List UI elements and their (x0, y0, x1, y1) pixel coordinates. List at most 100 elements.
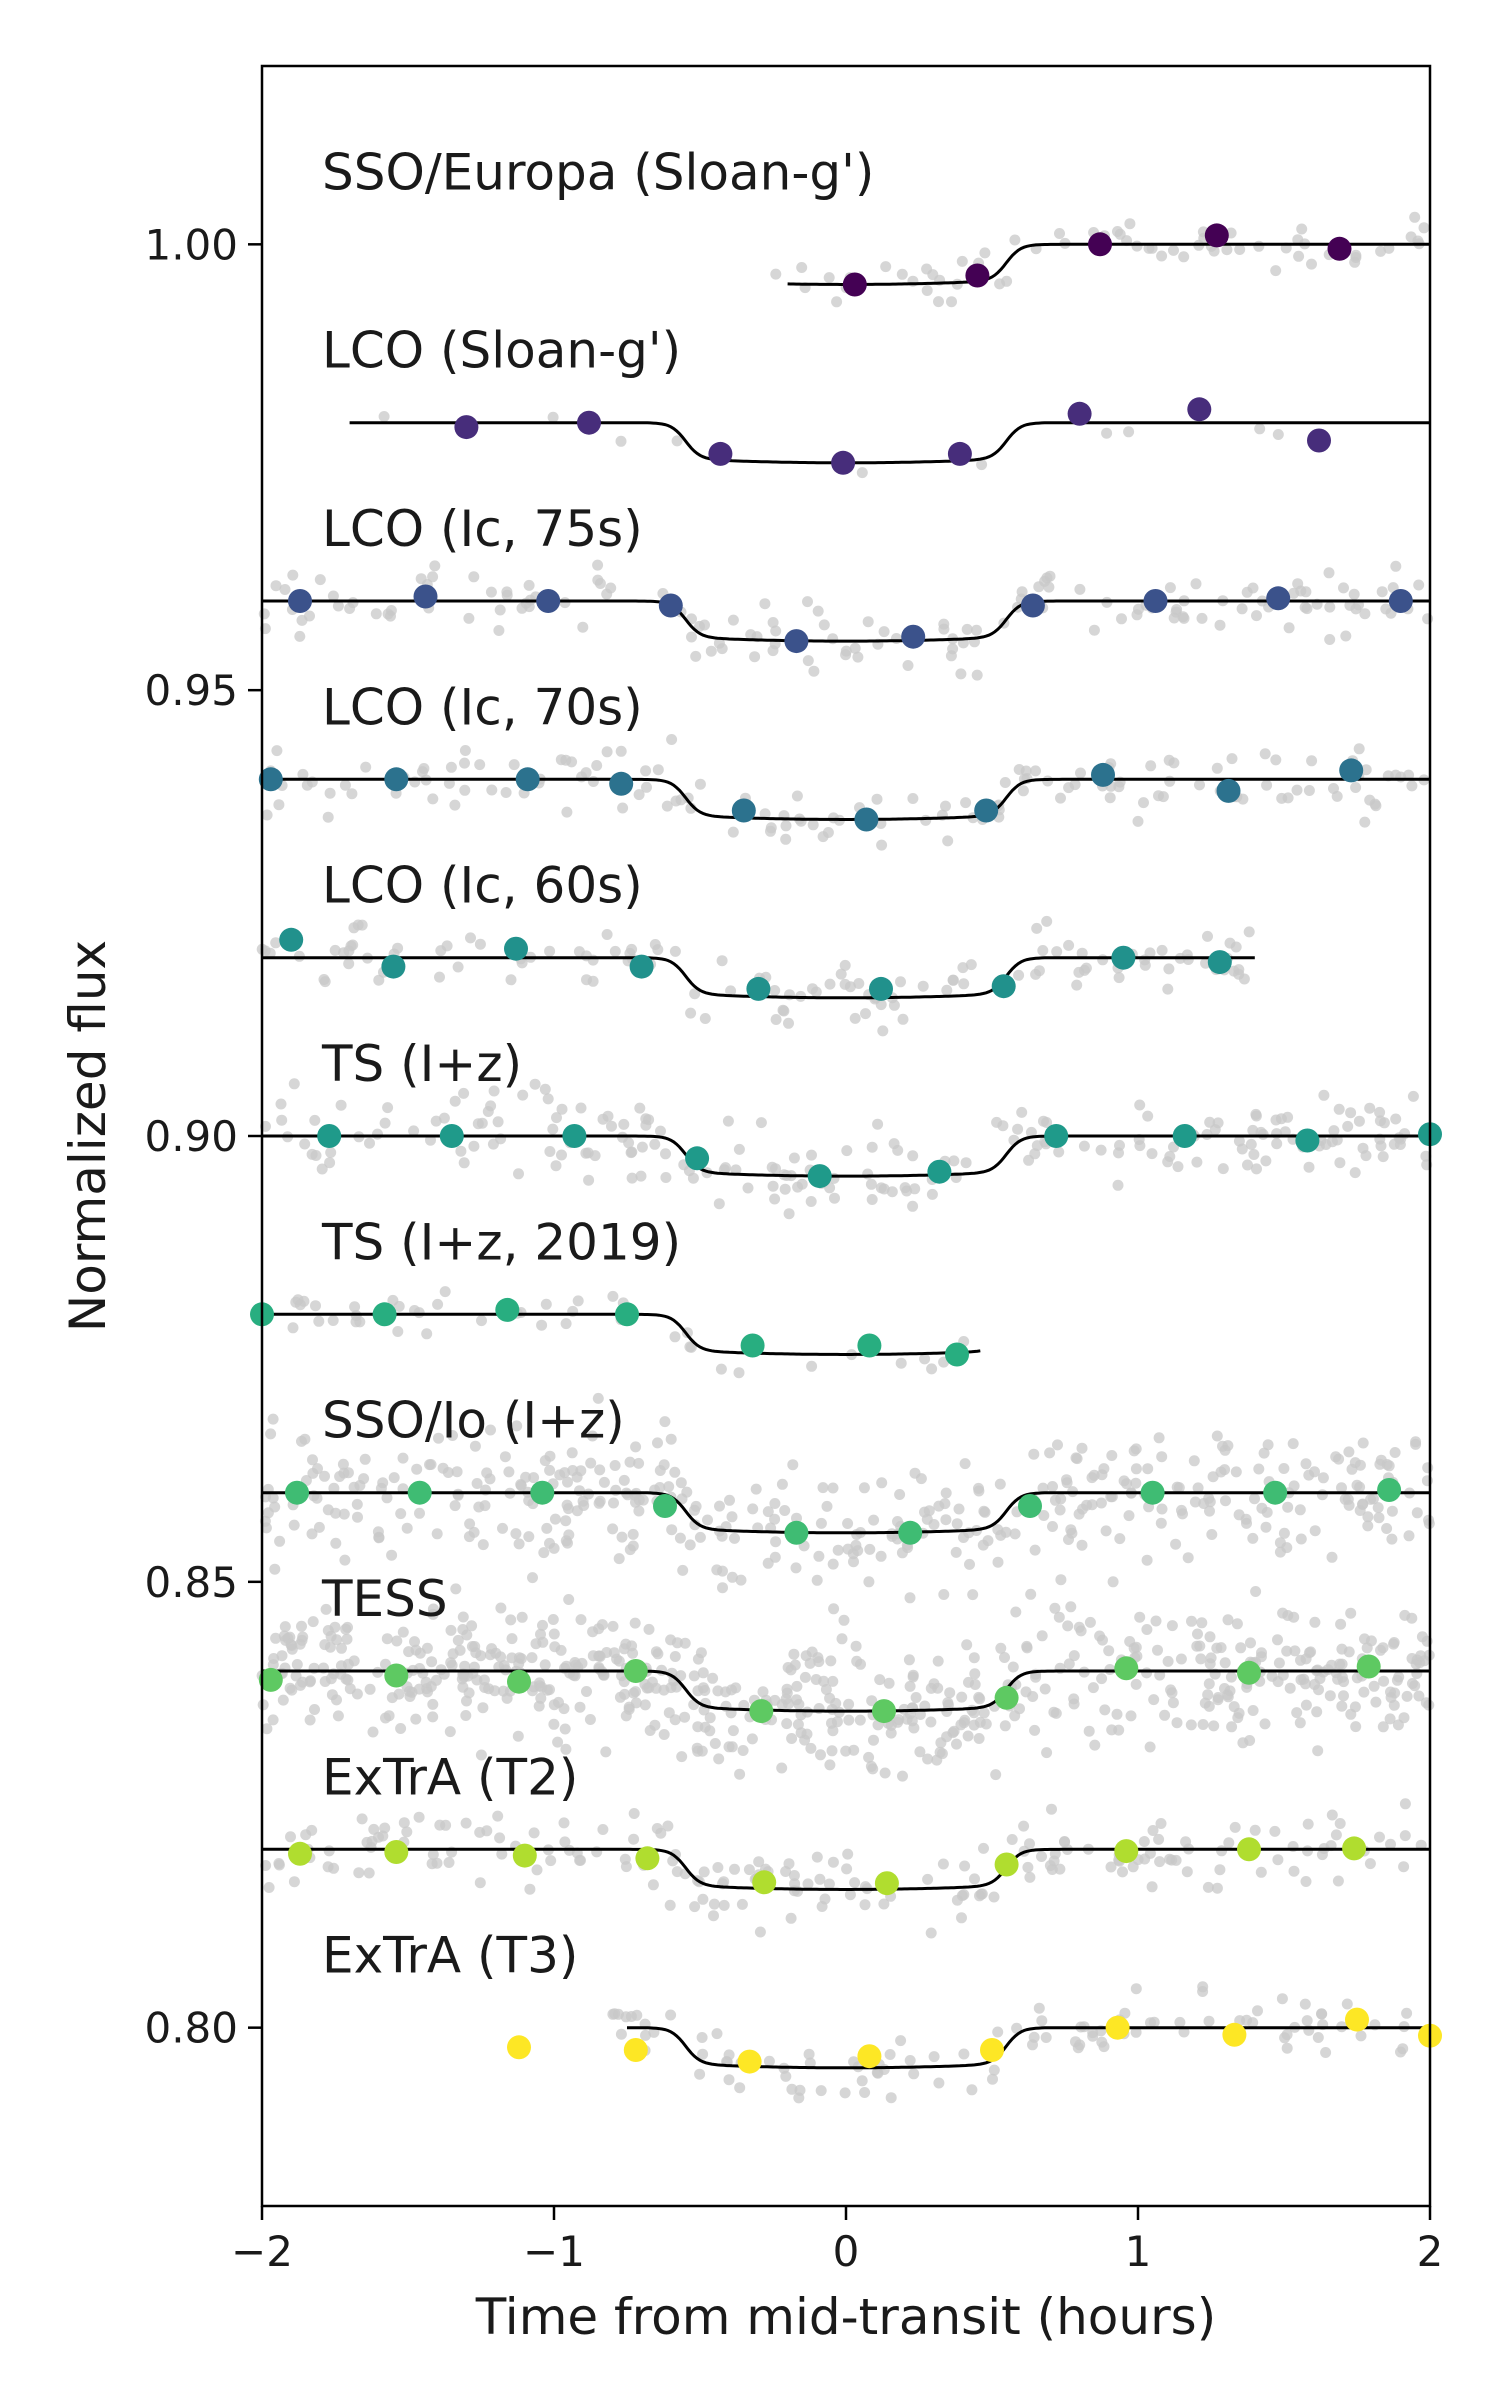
raw-point (1068, 1693, 1080, 1705)
raw-point (813, 1550, 825, 1562)
raw-point (1354, 1505, 1366, 1516)
raw-point (550, 1160, 562, 1172)
raw-point (1211, 762, 1223, 774)
raw-point (865, 1178, 877, 1190)
raw-point (1095, 1144, 1107, 1156)
raw-point (755, 1117, 767, 1129)
raw-point (1413, 579, 1425, 591)
raw-point (802, 596, 813, 608)
raw-point (961, 623, 973, 635)
raw-point (1365, 1635, 1377, 1647)
raw-point (1226, 1721, 1238, 1733)
binned-point (615, 1302, 639, 1327)
raw-point (426, 1656, 438, 1668)
raw-point (922, 1873, 934, 1885)
raw-point (1134, 1099, 1146, 1111)
binned-point (737, 2049, 762, 2074)
raw-point (802, 655, 814, 667)
binned-point (407, 1480, 432, 1505)
raw-point (1335, 1618, 1347, 1630)
raw-point (1255, 1866, 1267, 1878)
raw-point (1208, 245, 1220, 257)
raw-point (452, 961, 464, 973)
raw-point (474, 1826, 486, 1838)
raw-point (410, 1713, 422, 1725)
raw-point (1423, 1514, 1435, 1526)
raw-point (1392, 1719, 1404, 1731)
raw-point (386, 1692, 398, 1704)
raw-point (330, 1537, 342, 1549)
raw-point (559, 1836, 571, 1848)
raw-point (1336, 1482, 1347, 1494)
raw-point (1188, 1455, 1200, 1467)
raw-point (1204, 1631, 1216, 1643)
raw-point (780, 2070, 792, 2082)
raw-point (781, 1683, 793, 1695)
raw-point (895, 976, 906, 988)
raw-point (1025, 1588, 1037, 1600)
raw-point (503, 1466, 515, 1478)
raw-point (445, 761, 457, 773)
raw-point (1360, 764, 1372, 776)
raw-point (988, 1891, 1000, 1903)
raw-point (329, 944, 341, 956)
raw-point (1386, 1505, 1398, 1517)
raw-point (541, 1684, 553, 1696)
raw-point (580, 950, 592, 962)
raw-point (581, 1686, 592, 1697)
raw-point (1194, 1640, 1206, 1652)
raw-point (353, 1867, 365, 1879)
raw-point (561, 1499, 573, 1511)
raw-point (1055, 792, 1066, 804)
binned-point (577, 410, 601, 435)
raw-point (477, 1702, 489, 1714)
raw-point (818, 619, 830, 631)
binned-point (1143, 589, 1168, 613)
binned-point (991, 974, 1016, 999)
raw-point (267, 1413, 279, 1425)
raw-point (1410, 1658, 1422, 1670)
raw-point (698, 1866, 710, 1878)
raw-point (679, 1711, 691, 1723)
raw-point (587, 1430, 598, 1442)
raw-point (1300, 1458, 1312, 1470)
raw-point (1299, 601, 1311, 613)
raw-point (325, 1630, 337, 1642)
raw-point (313, 1315, 325, 1327)
raw-point (1270, 754, 1282, 766)
raw-point (1330, 1829, 1342, 1841)
raw-point (1332, 1875, 1344, 1887)
raw-point (850, 1539, 862, 1551)
raw-point (574, 1701, 586, 1713)
raw-point (1374, 1115, 1386, 1127)
raw-point (1399, 1830, 1411, 1842)
raw-point (1385, 1838, 1396, 1850)
binned-point (1140, 1480, 1165, 1505)
raw-point (1249, 1824, 1261, 1836)
raw-point (307, 1454, 318, 1466)
raw-point (669, 1651, 681, 1662)
raw-point (300, 1829, 312, 1841)
raw-point (382, 1102, 394, 1114)
raw-point (696, 2032, 708, 2043)
raw-point (1388, 1638, 1399, 1650)
raw-point (718, 1899, 730, 1911)
raw-point (340, 1623, 352, 1635)
binned-point (980, 2038, 1004, 2062)
raw-point (1155, 1818, 1167, 1829)
raw-point (401, 1522, 413, 1534)
raw-point (625, 1147, 637, 1159)
raw-point (1104, 792, 1116, 804)
raw-point (991, 1116, 1003, 1128)
raw-point (1336, 1700, 1348, 1712)
raw-point (1350, 1721, 1362, 1733)
raw-point (1099, 1704, 1111, 1716)
raw-point (674, 1532, 686, 1544)
raw-point (776, 1762, 788, 1774)
raw-point (581, 974, 592, 986)
raw-point (1142, 1110, 1154, 1122)
raw-point (689, 1504, 700, 1516)
raw-point (1076, 947, 1088, 959)
raw-point (932, 1655, 944, 1667)
raw-point (686, 631, 697, 643)
